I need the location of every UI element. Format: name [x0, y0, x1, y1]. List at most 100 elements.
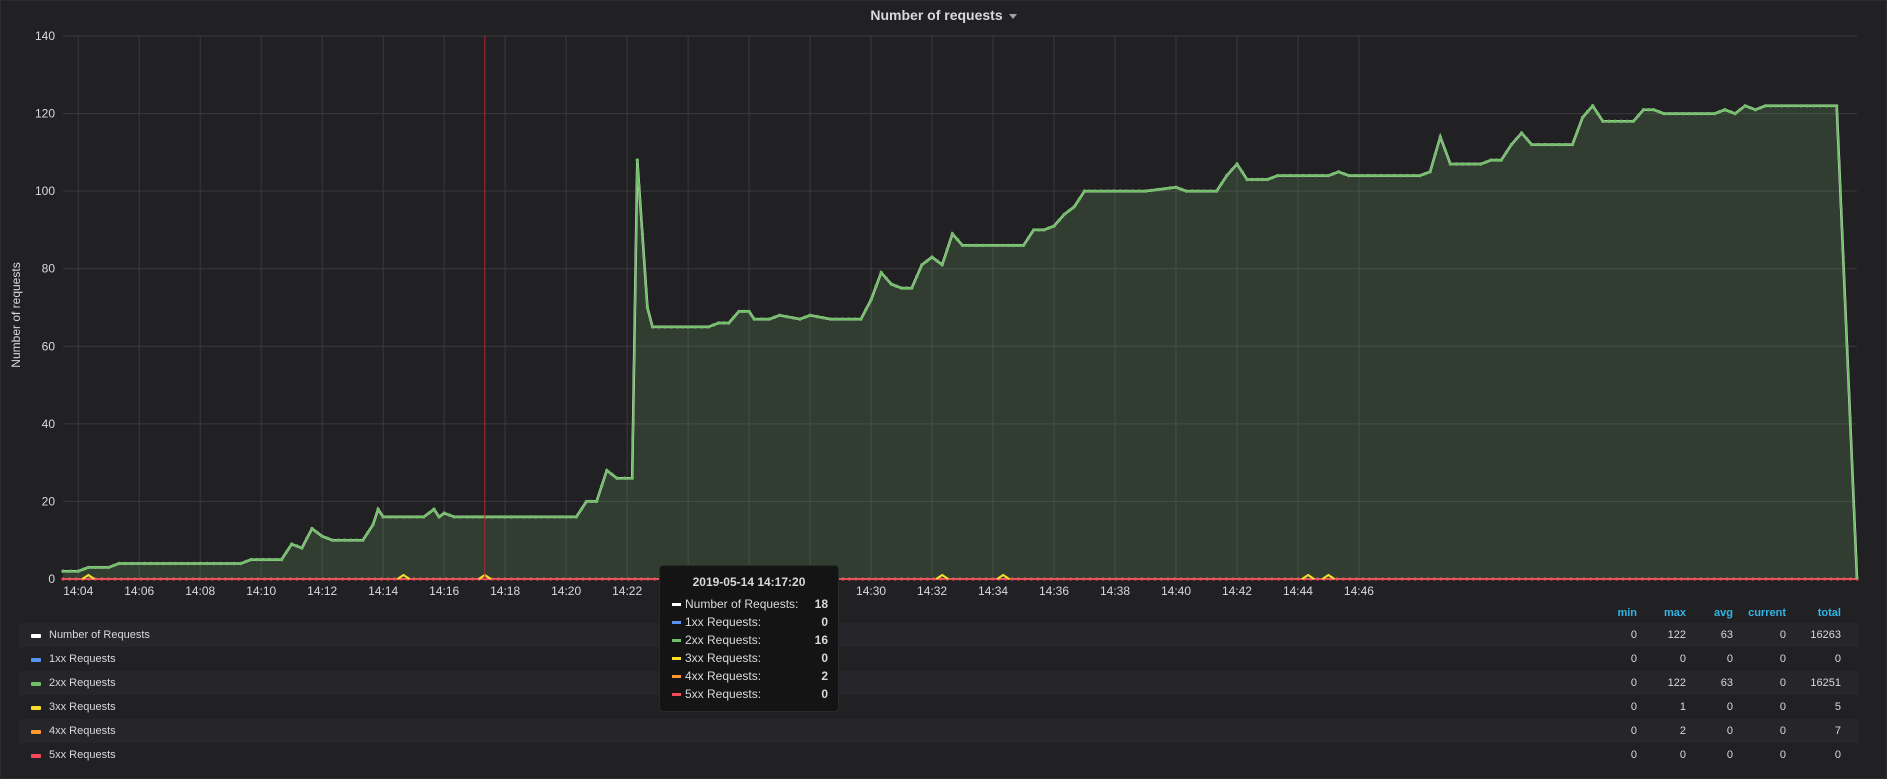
- legend-row[interactable]: 3xx Requests 0 1 0 0 5: [19, 695, 1859, 719]
- series-2xx-point: [920, 263, 924, 267]
- series-5xx-point: [1803, 577, 1807, 581]
- series-2xx-point: [1093, 189, 1097, 193]
- legend-series-name[interactable]: 4xx Requests: [49, 725, 116, 737]
- legend-value-avg: 0: [1726, 653, 1733, 665]
- series-5xx-point: [366, 577, 371, 581]
- series-2xx-point: [261, 557, 265, 562]
- series-2xx-point: [1235, 162, 1239, 166]
- series-2xx-point: [336, 538, 341, 542]
- legend-col-avg[interactable]: avg: [1714, 607, 1733, 619]
- x-tick-label: 14:18: [490, 584, 520, 598]
- series-5xx-point: [626, 577, 631, 581]
- series-5xx-point: [210, 577, 215, 581]
- series-5xx-point: [1101, 577, 1105, 581]
- series-2xx-point: [716, 321, 721, 325]
- series-2xx-point: [192, 561, 196, 566]
- series-5xx-point: [158, 577, 163, 581]
- legend-col-max[interactable]: max: [1663, 607, 1686, 619]
- x-tick-label: 14:04: [63, 584, 93, 598]
- series-5xx-point: [1601, 577, 1606, 581]
- legend-series-name[interactable]: Number of Requests: [49, 629, 150, 641]
- series-5xx-point: [1497, 577, 1502, 581]
- series-2xx-area: [63, 105, 1857, 580]
- series-2xx-point: [1124, 189, 1129, 193]
- legend-series-name[interactable]: 1xx Requests: [49, 653, 116, 665]
- y-tick-label: 140: [35, 29, 55, 43]
- series-5xx-point: [347, 577, 351, 581]
- series-5xx-point: [1510, 577, 1515, 581]
- chevron-down-icon[interactable]: [1008, 13, 1017, 19]
- series-5xx-point: [1614, 577, 1619, 581]
- series-5xx-point: [1751, 577, 1755, 581]
- series-2xx-point: [136, 561, 140, 566]
- series-5xx-point: [1569, 577, 1573, 581]
- series-2xx-point: [935, 259, 939, 263]
- series-2xx-point: [1818, 104, 1822, 108]
- legend-series-name[interactable]: 2xx Requests: [49, 677, 116, 689]
- chart-grid: [63, 35, 1857, 580]
- legend-col-min[interactable]: min: [1617, 607, 1637, 619]
- series-5xx-point: [873, 577, 878, 581]
- series-5xx-point: [1640, 577, 1645, 581]
- series-5xx-point: [178, 577, 182, 581]
- legend-swatch[interactable]: [31, 682, 41, 686]
- series-2xx-point: [1190, 189, 1195, 193]
- series-2xx-point: [1411, 173, 1416, 178]
- series-2xx-point: [497, 515, 501, 519]
- series-2xx-point: [815, 314, 819, 319]
- series-5xx-point: [1835, 577, 1840, 581]
- series-2xx-point: [981, 243, 985, 248]
- series-5xx-point: [373, 577, 377, 581]
- tooltip-row: 1xx Requests: 0: [660, 613, 838, 631]
- series-2xx-point: [142, 561, 146, 566]
- legend-row[interactable]: 2xx Requests 0 122 63 0 16251: [19, 671, 1859, 695]
- series-2xx-point: [879, 270, 883, 275]
- series-2xx-point: [772, 315, 777, 319]
- series-5xx-point: [301, 577, 306, 581]
- legend-row[interactable]: 5xx Requests 0 0 0 0 0: [19, 743, 1859, 767]
- legend-row[interactable]: 1xx Requests 0 0 0 0 0: [19, 647, 1859, 671]
- legend-row[interactable]: 4xx Requests 0 2 0 0 7: [19, 719, 1859, 743]
- series-2xx-point: [1275, 173, 1280, 178]
- legend-swatch[interactable]: [31, 658, 41, 662]
- series-2xx-point: [1220, 181, 1224, 186]
- chart[interactable]: 0 20 40 60 80 100 120 140 14:04 14:06 14:08 14:10 1…: [1, 1, 1886, 601]
- legend-value-current: 0: [1779, 725, 1786, 737]
- series-2xx-point: [1718, 109, 1722, 114]
- series-5xx-point: [1296, 577, 1300, 581]
- series-5xx-point: [1426, 577, 1430, 581]
- series-2xx-point: [1657, 109, 1661, 114]
- series-2xx-point: [1405, 173, 1409, 178]
- series-5xx-point: [613, 577, 618, 581]
- series-5xx-point: [1354, 577, 1359, 581]
- series-2xx-point: [579, 507, 584, 511]
- tooltip-title: 2019-05-14 14:17:20: [692, 575, 806, 589]
- legend-swatch[interactable]: [31, 754, 41, 758]
- legend-col-current[interactable]: current: [1748, 607, 1786, 619]
- legend-series-name[interactable]: 5xx Requests: [49, 749, 116, 761]
- series-2xx-point: [239, 561, 243, 566]
- series-2xx-point: [521, 515, 526, 519]
- series-2xx-point: [129, 561, 134, 566]
- legend-swatch[interactable]: [31, 706, 41, 710]
- series-2xx-point: [615, 476, 619, 480]
- series-2xx-point: [1067, 208, 1072, 213]
- legend-row[interactable]: Number of Requests 0 122 63 0 16263: [19, 623, 1859, 647]
- series-2xx-point: [1668, 111, 1672, 116]
- series-2xx-point: [273, 557, 278, 562]
- series-5xx-point: [386, 577, 390, 581]
- series-2xx-point: [777, 313, 782, 317]
- series-2xx-point: [925, 259, 929, 263]
- legend-value-total: 7: [1834, 725, 1841, 737]
- legend-col-total[interactable]: total: [1817, 607, 1841, 619]
- legend-swatch[interactable]: [31, 634, 41, 638]
- series-2xx-point: [904, 286, 909, 290]
- legend-series-name[interactable]: 3xx Requests: [49, 701, 116, 713]
- series-2xx-point: [840, 317, 845, 321]
- series-5xx-point: [886, 577, 891, 581]
- x-tick-label: 14:06: [124, 584, 154, 598]
- series-5xx-point: [535, 577, 540, 581]
- series-5xx-point: [1153, 577, 1157, 581]
- panel-title[interactable]: Number of requests: [1, 7, 1886, 23]
- legend-swatch[interactable]: [31, 730, 41, 734]
